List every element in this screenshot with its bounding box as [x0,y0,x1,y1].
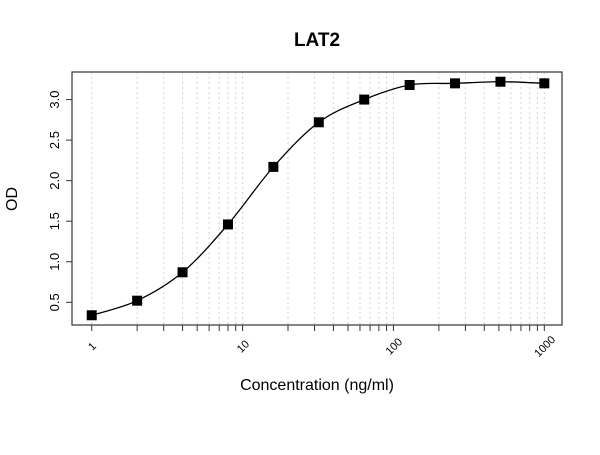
x-axis: 1 10 100 1000 [86,325,558,360]
y-tick-label: 2.0 [47,172,62,190]
y-axis-label: OD [4,187,21,211]
y-tick-label: 0.5 [47,293,62,311]
data-point [495,76,506,87]
data-point [359,94,370,105]
data-point [268,161,279,172]
y-tick-label: 2.5 [47,131,62,149]
grid [91,72,545,325]
data-point [313,117,324,128]
fitted-curve [91,81,545,316]
data-point [222,219,233,230]
data-point [450,78,461,89]
data-point [86,310,97,321]
y-axis: 0.5 1.0 1.5 2.0 2.5 3.0 [47,91,72,311]
y-tick-label: 1.5 [47,212,62,230]
y-tick-label: 3.0 [47,91,62,109]
x-tick-label: 10 [235,338,252,355]
x-axis-label: Concentration (ng/ml) [240,377,394,394]
x-tick-label: 100 [384,336,405,357]
x-tick-label: 1 [86,340,99,353]
chart-title: LAT2 [294,30,340,51]
data-points [86,76,550,321]
data-point [177,267,188,278]
data-point [539,78,550,89]
y-tick-label: 1.0 [47,253,62,271]
data-point [132,295,143,306]
plot-frame [71,71,563,326]
x-tick-label: 1000 [532,334,558,360]
data-point [404,79,415,90]
